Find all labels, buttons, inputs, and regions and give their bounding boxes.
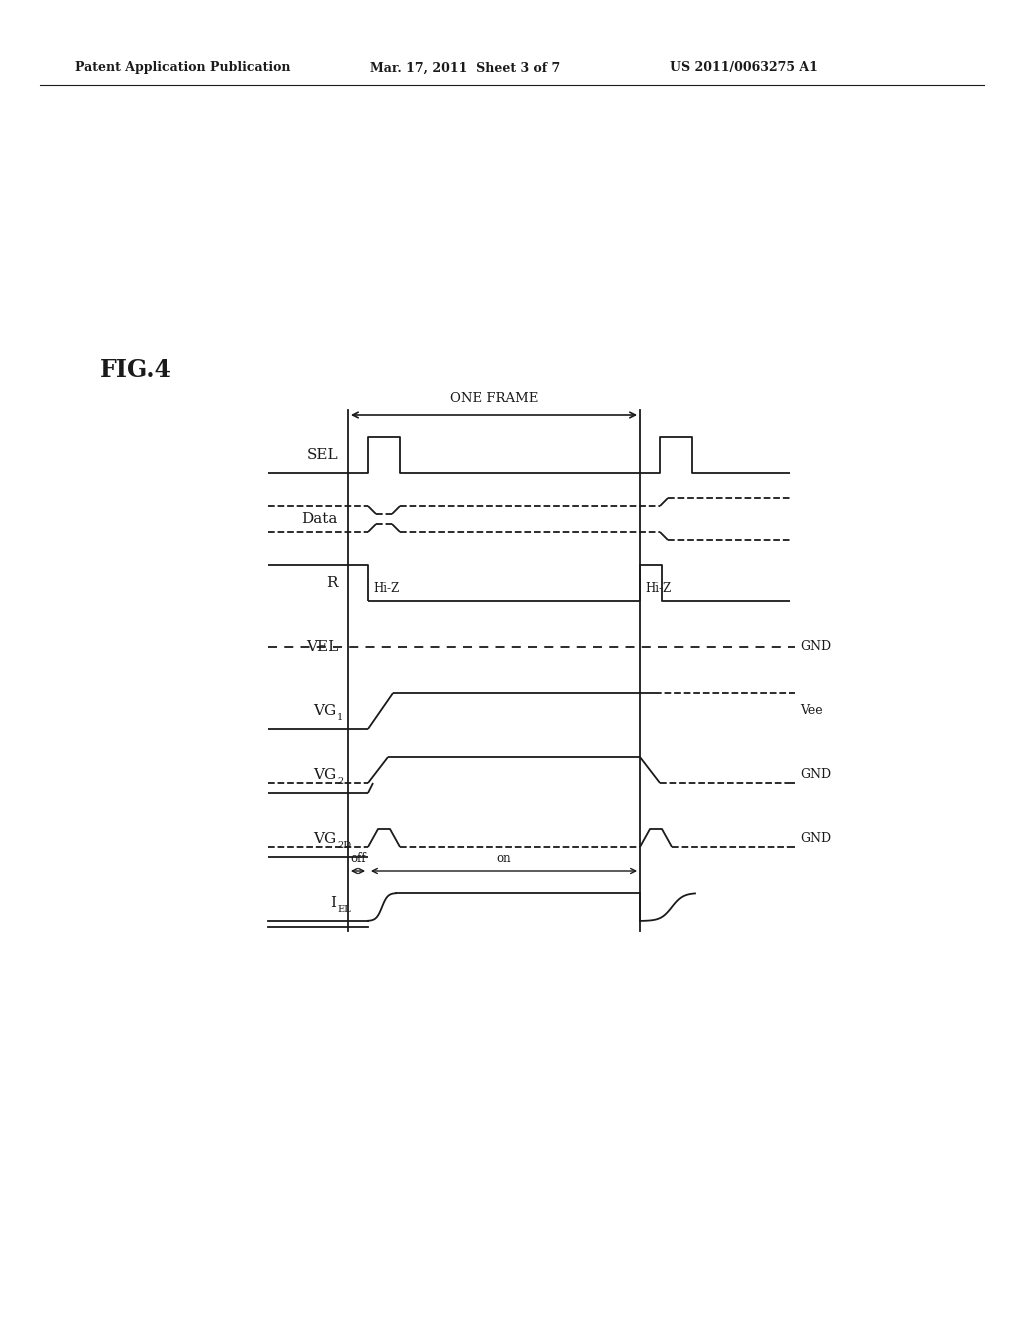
Text: Vee: Vee — [800, 705, 822, 718]
Text: EL: EL — [337, 906, 351, 915]
Text: GND: GND — [800, 640, 831, 653]
Text: 2: 2 — [337, 777, 343, 787]
Text: ONE FRAME: ONE FRAME — [450, 392, 539, 405]
Text: R: R — [327, 576, 338, 590]
Text: SEL: SEL — [306, 447, 338, 462]
Text: Hi-Z: Hi-Z — [373, 582, 399, 595]
Text: Data: Data — [302, 512, 338, 525]
Text: 2D: 2D — [337, 842, 351, 850]
Text: 1: 1 — [337, 714, 343, 722]
Text: Patent Application Publication: Patent Application Publication — [75, 62, 291, 74]
Text: on: on — [497, 851, 511, 865]
Text: GND: GND — [800, 833, 831, 846]
Text: FIG.4: FIG.4 — [100, 358, 172, 381]
Text: VG: VG — [312, 704, 336, 718]
Text: US 2011/0063275 A1: US 2011/0063275 A1 — [670, 62, 818, 74]
Text: Hi-Z: Hi-Z — [645, 582, 672, 595]
Text: Mar. 17, 2011  Sheet 3 of 7: Mar. 17, 2011 Sheet 3 of 7 — [370, 62, 560, 74]
Text: VEL: VEL — [306, 640, 338, 653]
Text: VG: VG — [312, 832, 336, 846]
Text: off: off — [350, 851, 366, 865]
Text: GND: GND — [800, 768, 831, 781]
Text: I: I — [330, 896, 336, 909]
Text: VG: VG — [312, 768, 336, 781]
